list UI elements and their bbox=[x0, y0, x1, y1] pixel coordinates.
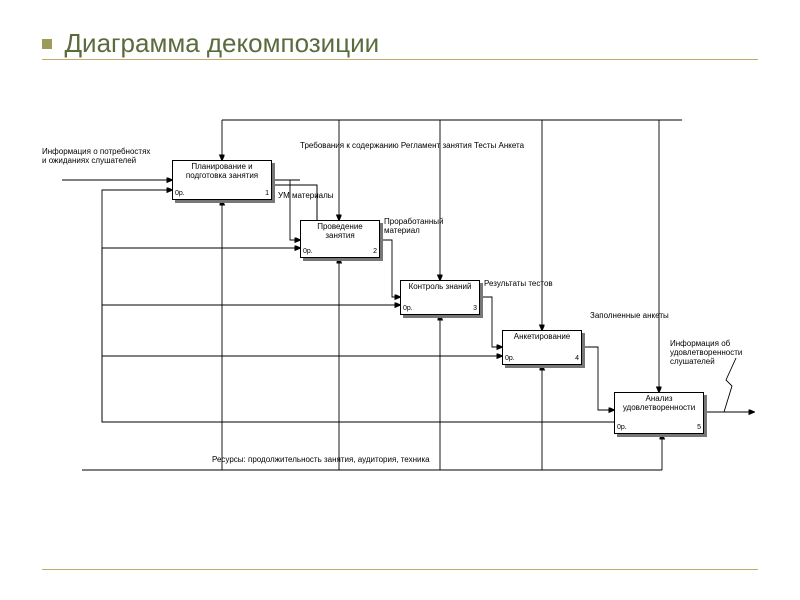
title-rule: Диаграмма декомпозиции bbox=[42, 28, 758, 60]
node-1-label: Планирование и подготовка занятия bbox=[186, 162, 258, 180]
node-2: Проведение занятия 0р. 2 bbox=[300, 220, 380, 258]
node-2-label: Проведение занятия bbox=[317, 222, 363, 240]
label-input1: Информация о потребностях и ожиданиях сл… bbox=[42, 148, 152, 166]
node-1: Планирование и подготовка занятия 0р. 1 bbox=[172, 160, 272, 200]
node-3-label: Контроль знаний bbox=[409, 282, 472, 291]
node-3: Контроль знаний 0р. 3 bbox=[400, 280, 480, 315]
diagram-canvas: Планирование и подготовка занятия 0р. 1 … bbox=[42, 100, 758, 500]
node-5-prefix: 0р. bbox=[617, 424, 627, 432]
node-4-label: Анкетирование bbox=[514, 332, 571, 341]
node-5-num: 5 bbox=[697, 424, 701, 432]
footer-rule bbox=[42, 569, 758, 570]
node-1-prefix: 0р. bbox=[175, 190, 185, 198]
node-4-prefix: 0р. bbox=[505, 355, 515, 363]
page-title: Диаграмма декомпозиции bbox=[64, 28, 379, 58]
label-out3: Результаты тестов bbox=[484, 280, 554, 289]
label-out1: УМ материалы bbox=[278, 192, 358, 201]
node-1-num: 1 bbox=[265, 190, 269, 198]
label-output-final: Информация об удовлетворенности слушател… bbox=[670, 340, 760, 366]
label-mechanisms: Ресурсы: продолжительность занятия, ауди… bbox=[212, 456, 512, 465]
label-top-controls: Требования к содержанию Регламент заняти… bbox=[300, 142, 600, 151]
node-4: Анкетирование 0р. 4 bbox=[502, 330, 582, 365]
label-out4: Заполненные анкеты bbox=[590, 312, 670, 321]
node-2-prefix: 0р. bbox=[303, 248, 313, 256]
title-marker-icon bbox=[42, 39, 52, 49]
node-3-num: 3 bbox=[473, 305, 477, 313]
node-5-label: Анализ удовлетворенности bbox=[623, 394, 695, 412]
node-5: Анализ удовлетворенности 0р. 5 bbox=[614, 392, 704, 434]
node-3-prefix: 0р. bbox=[403, 305, 413, 313]
label-out2: Проработанный материал bbox=[384, 218, 464, 236]
node-2-num: 2 bbox=[373, 248, 377, 256]
node-4-num: 4 bbox=[575, 355, 579, 363]
